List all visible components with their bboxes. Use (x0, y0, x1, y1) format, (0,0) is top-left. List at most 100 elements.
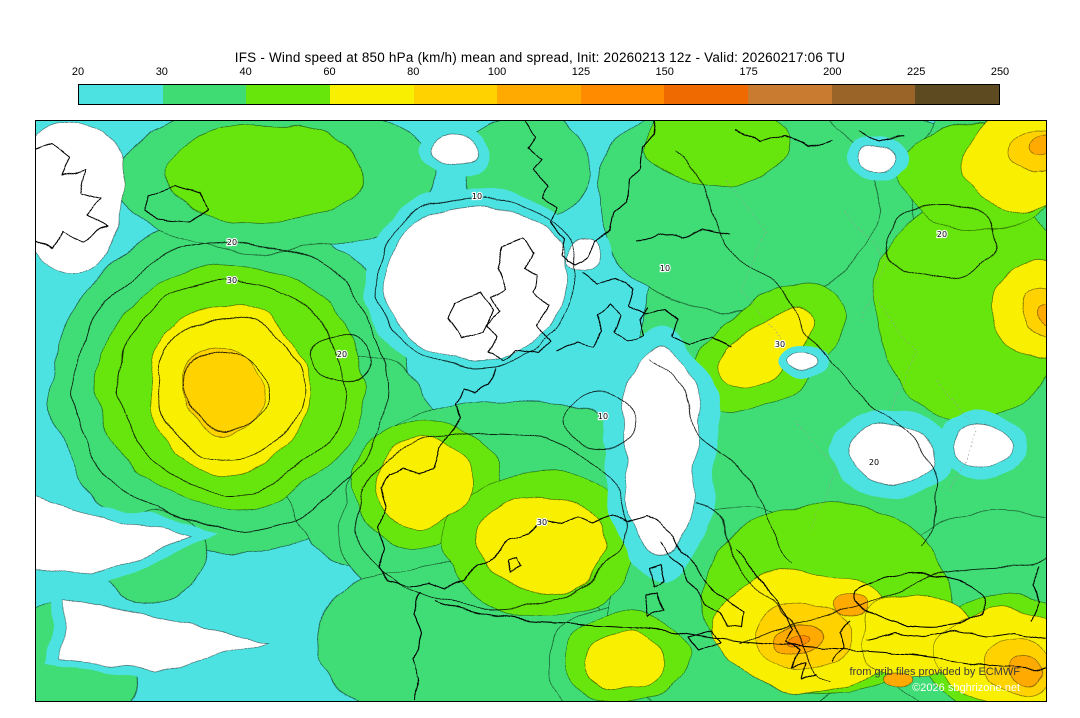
colorbar-tick-label: 30 (155, 66, 168, 78)
colorbar-tick-label: 200 (823, 66, 842, 78)
colorbar-segment (831, 85, 916, 104)
wind-fill-layers (36, 121, 1046, 701)
contour-label: 20 (227, 238, 237, 247)
wind-blob (830, 593, 872, 621)
wind-blob (375, 440, 473, 526)
colorbar-tick-label: 250 (990, 66, 1010, 78)
wind-blob (165, 124, 367, 222)
colorbar-segment (413, 85, 498, 104)
colorbar-tick-label: 175 (739, 66, 758, 78)
contour-lines (75, 150, 1046, 682)
contour-label: 30 (775, 340, 785, 349)
border-line (725, 180, 782, 342)
contour-line (675, 150, 938, 547)
contour-line (156, 316, 304, 458)
colorbar-tick-label: 150 (655, 66, 674, 78)
border-line (795, 420, 837, 532)
wind-band-below-20 (36, 121, 1015, 672)
colorbar-segment (915, 85, 1000, 104)
coastline-great-britain (486, 238, 552, 361)
coastline-arctic-russia (735, 130, 905, 148)
contour-line (375, 195, 577, 369)
contour-label: 20 (869, 458, 879, 467)
colorbar-tick-label: 20 (71, 66, 85, 78)
wind-blob (475, 496, 607, 594)
wind-blob (881, 670, 911, 692)
colorbar-tick-label: 80 (407, 66, 420, 78)
wind-band-80-100 (182, 128, 1046, 695)
colorbar-tick-label: 100 (487, 66, 507, 78)
wind-blob (859, 145, 897, 173)
contour-line (695, 500, 837, 682)
weather-map: 20 30 30 10 10 30 20 20 10 20 (35, 120, 1047, 702)
contour-line (75, 240, 387, 532)
colorbar-segment (497, 85, 581, 104)
colorbar-segments (78, 84, 1000, 105)
coastline-iceland (144, 184, 209, 222)
colorbar-ticks: 20 30 40 60 80 100 125 150 175 200 225 250 (72, 66, 1009, 80)
contour-labels: 20 30 30 10 10 30 20 20 10 20 (226, 191, 948, 528)
colorbar-segment (162, 85, 247, 104)
contour-label: 20 (937, 230, 947, 239)
colorbar-segment (748, 85, 832, 104)
contour-line (650, 355, 795, 564)
border-line (935, 380, 977, 492)
contour-line (355, 430, 627, 608)
wind-blob (1011, 660, 1045, 686)
wind-blob (55, 598, 263, 672)
wind-blob (587, 632, 665, 690)
coastline-aegean (831, 620, 853, 662)
coastline-turkey-north (865, 630, 1045, 642)
contour-line (568, 394, 638, 448)
coastline-greenland (36, 142, 107, 252)
coastline-black-sea (854, 573, 987, 628)
contour-line (183, 348, 265, 430)
wind-blob (1035, 303, 1046, 331)
colorbar-segment (246, 85, 330, 104)
coastline-sicily (687, 630, 721, 652)
contour-line (885, 202, 997, 280)
coastline-north-sea-denmark (555, 301, 648, 352)
wind-blob (383, 204, 569, 362)
coastline-adriatic-greece (735, 550, 817, 680)
colorbar-segment (580, 85, 665, 104)
wind-blob (431, 136, 481, 170)
coastline-caspian-edge (1031, 566, 1041, 622)
coastline-iberia-mediterranean (377, 467, 661, 589)
wind-speed-map-svg: 20 30 30 10 10 30 20 20 10 20 (36, 121, 1046, 701)
page-title: IFS - Wind speed at 850 hPa (km/h) mean … (234, 50, 846, 65)
contour-label: 10 (598, 412, 608, 421)
border-line (845, 210, 887, 322)
colorbar-tick-label: 60 (323, 66, 336, 78)
coastline-balearics (505, 557, 521, 571)
contour-label: 10 (472, 192, 482, 201)
contour-label: 30 (537, 518, 547, 527)
coastline-baltic (580, 272, 731, 348)
coastline-morocco-atlantic (413, 590, 423, 701)
coastline-corsica-sardinia (645, 564, 665, 618)
wind-blob (36, 495, 188, 580)
coastline-north-africa (433, 598, 1046, 670)
watermark-credit: from grib files provided by ECMWF (849, 666, 1020, 678)
contour-label: 30 (227, 276, 237, 285)
colorbar-segment (79, 85, 163, 104)
wind-blob (622, 342, 700, 560)
contour-label: 20 (337, 350, 347, 359)
colorbar-segment (664, 85, 749, 104)
wind-blob (645, 121, 787, 187)
border-line (875, 300, 917, 412)
contour-line (117, 280, 345, 492)
colorbar-segment (329, 85, 414, 104)
coastline-scandinavia (524, 121, 655, 266)
wind-blob (36, 121, 127, 272)
wind-blob (182, 344, 260, 434)
coastlines (36, 121, 1046, 701)
wind-blob (846, 422, 936, 484)
contour-line (311, 334, 373, 384)
coastline-ireland (447, 293, 494, 339)
wind-blob (791, 352, 821, 374)
watermark-copyright: ©2026 sbghrizone.net (912, 682, 1020, 694)
contour-label: 10 (660, 264, 670, 273)
colorbar-tick-label: 40 (239, 66, 252, 78)
colorbar-tick-label: 225 (906, 66, 926, 78)
